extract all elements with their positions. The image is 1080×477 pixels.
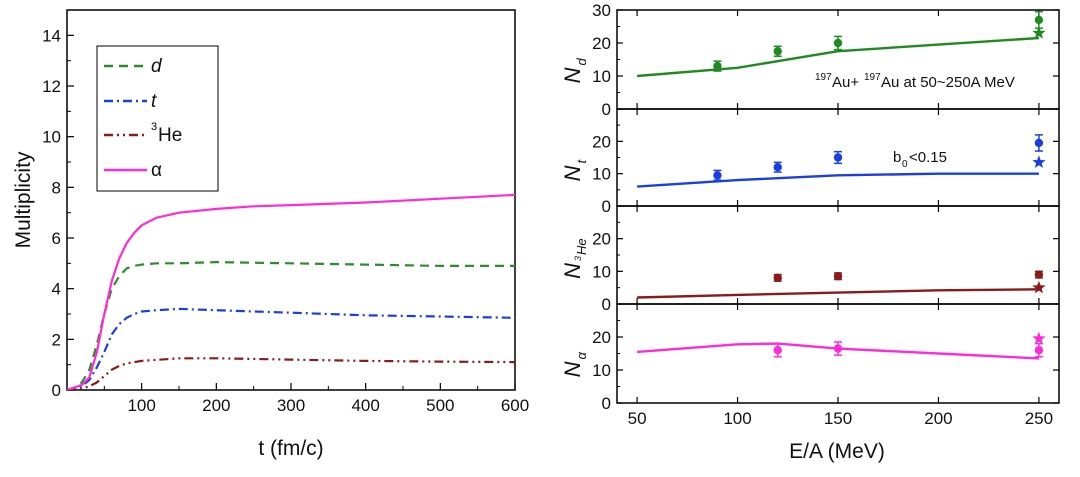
panel-data-point — [773, 163, 782, 172]
panel-data-point — [833, 344, 843, 353]
right-y-tick-label: 30 — [592, 1, 611, 20]
left-y-axis-title: Multiplicity — [12, 151, 35, 248]
panel-ylabel-n: N — [560, 165, 585, 181]
panel-model-line-2 — [637, 288, 1039, 299]
right-x-axis-title: E/A (MeV) — [789, 440, 885, 463]
right-y-tick-label: 20 — [592, 34, 611, 53]
left-x-tick-label: 600 — [501, 396, 529, 415]
left-series-lines — [67, 193, 515, 390]
right-y-tick-label: 20 — [592, 230, 611, 249]
left-x-tick-label: 200 — [202, 396, 230, 415]
panel-ylabel-n: N — [560, 263, 585, 279]
right-x-tick-label: 200 — [924, 409, 952, 428]
left-y-tick-label: 12 — [42, 77, 61, 96]
panel-data-point — [773, 346, 782, 355]
panel-ylabel-n: N — [560, 67, 585, 83]
panel-ylabel-0: Nd — [560, 58, 589, 84]
panel-ylabel-n: N — [560, 361, 585, 377]
panel-star-point — [1032, 155, 1046, 168]
panel-data-point — [1034, 346, 1044, 355]
right-y-tick-label: 0 — [602, 197, 611, 216]
series-line-3He — [67, 357, 515, 390]
annot-sup-2: 197 — [864, 72, 881, 83]
left-x-tick-label: 500 — [426, 396, 454, 415]
annot-b-sub: 0 — [902, 159, 908, 170]
annot-text-1: Au+ — [832, 74, 859, 91]
left-y-tick-label: 10 — [42, 128, 61, 147]
legend: d t 3 He α — [96, 45, 219, 192]
panel-ylabel-subsup: 3 — [573, 256, 583, 261]
legend-box — [96, 45, 219, 192]
annot-sup-1: 197 — [815, 72, 832, 83]
right-y-tick-label: 0 — [602, 100, 611, 119]
right-y-tick-label: 0 — [602, 394, 611, 413]
panel-ylabel-sub: He — [574, 238, 589, 255]
left-y-tick-label: 14 — [42, 26, 61, 45]
left-axis-ticks: 100 200 300 400 500 600 0 2 4 6 8 10 12 14 — [42, 9, 529, 415]
right-x-tick-label: 100 — [723, 409, 751, 428]
left-x-tick-label: 300 — [277, 396, 305, 415]
legend-label-d: d — [151, 56, 163, 77]
panel-data-point — [713, 171, 722, 180]
panel-star-point — [1032, 280, 1046, 294]
panel-data-point — [833, 153, 843, 162]
legend-label-3he-sup: 3 — [151, 121, 157, 133]
left-y-tick-label: 0 — [52, 381, 61, 400]
panel-data-point — [833, 38, 843, 48]
panel-ylabel-1: Nt — [560, 159, 589, 182]
panel-model-line-0 — [637, 36, 1039, 78]
left-chart: 100 200 300 400 500 600 0 2 4 6 8 10 12 14 t (fm/c) M… — [12, 9, 529, 460]
panel-data-point — [773, 273, 782, 283]
series-line-t — [67, 307, 515, 390]
annot-text-2: Au at 50~250A MeV — [881, 74, 1015, 91]
left-y-tick-label: 6 — [52, 229, 61, 248]
left-x-tick-label: 100 — [127, 396, 155, 415]
panel-data-point — [1034, 15, 1044, 25]
left-y-tick-label: 2 — [52, 330, 61, 349]
right-y-tick-label: 20 — [592, 132, 611, 151]
panel-data-point — [773, 47, 782, 56]
right-y-tick-label: 20 — [592, 328, 611, 347]
series-line-alpha — [67, 193, 515, 390]
right-y-tick-label: 10 — [592, 67, 611, 86]
panel-ylabel-sub: α — [574, 352, 589, 360]
panel-data-point — [833, 272, 843, 281]
right-y-tick-label: 0 — [602, 295, 611, 314]
annot-b: b — [893, 149, 901, 166]
panel-ylabel-sub: d — [574, 58, 589, 66]
panel-star-point — [1032, 331, 1046, 345]
panel-ylabel-2: N 3He — [560, 238, 589, 279]
panel-ylabel-3: Nα — [560, 352, 589, 378]
right-x-tick-label: 50 — [628, 409, 647, 428]
right-x-tick-label: 250 — [1025, 409, 1053, 428]
legend-label-alpha: α — [151, 160, 162, 181]
panel-ylabel-sub: t — [574, 159, 589, 164]
panel-model-line-1 — [637, 172, 1039, 188]
panel-data-point — [1034, 138, 1044, 148]
annot-b-rest: <0.15 — [909, 149, 947, 166]
reaction-annotation: 197 Au+ 197 Au at 50~250A MeV — [815, 72, 1015, 91]
left-y-tick-label: 8 — [52, 178, 61, 197]
panel-data-point — [713, 61, 722, 71]
right-y-tick-label: 10 — [592, 361, 611, 380]
left-x-tick-label: 400 — [351, 396, 379, 415]
panel-model-line-3 — [637, 342, 1039, 360]
legend-label-3he: He — [158, 125, 182, 146]
right-series — [637, 10, 1046, 360]
impact-parameter-annotation: b 0 <0.15 — [893, 149, 947, 170]
right-y-tick-label: 10 — [592, 262, 611, 281]
left-y-tick-label: 4 — [52, 280, 61, 299]
right-x-tick-label: 150 — [824, 409, 852, 428]
series-line-d — [67, 260, 515, 390]
left-x-axis-title: t (fm/c) — [258, 437, 323, 460]
right-y-tick-label: 10 — [592, 165, 611, 184]
panel-star-point — [1032, 26, 1046, 39]
legend-label-t: t — [151, 91, 157, 112]
panel-data-point — [1034, 270, 1044, 279]
right-panel-frame-0 — [616, 9, 1060, 110]
